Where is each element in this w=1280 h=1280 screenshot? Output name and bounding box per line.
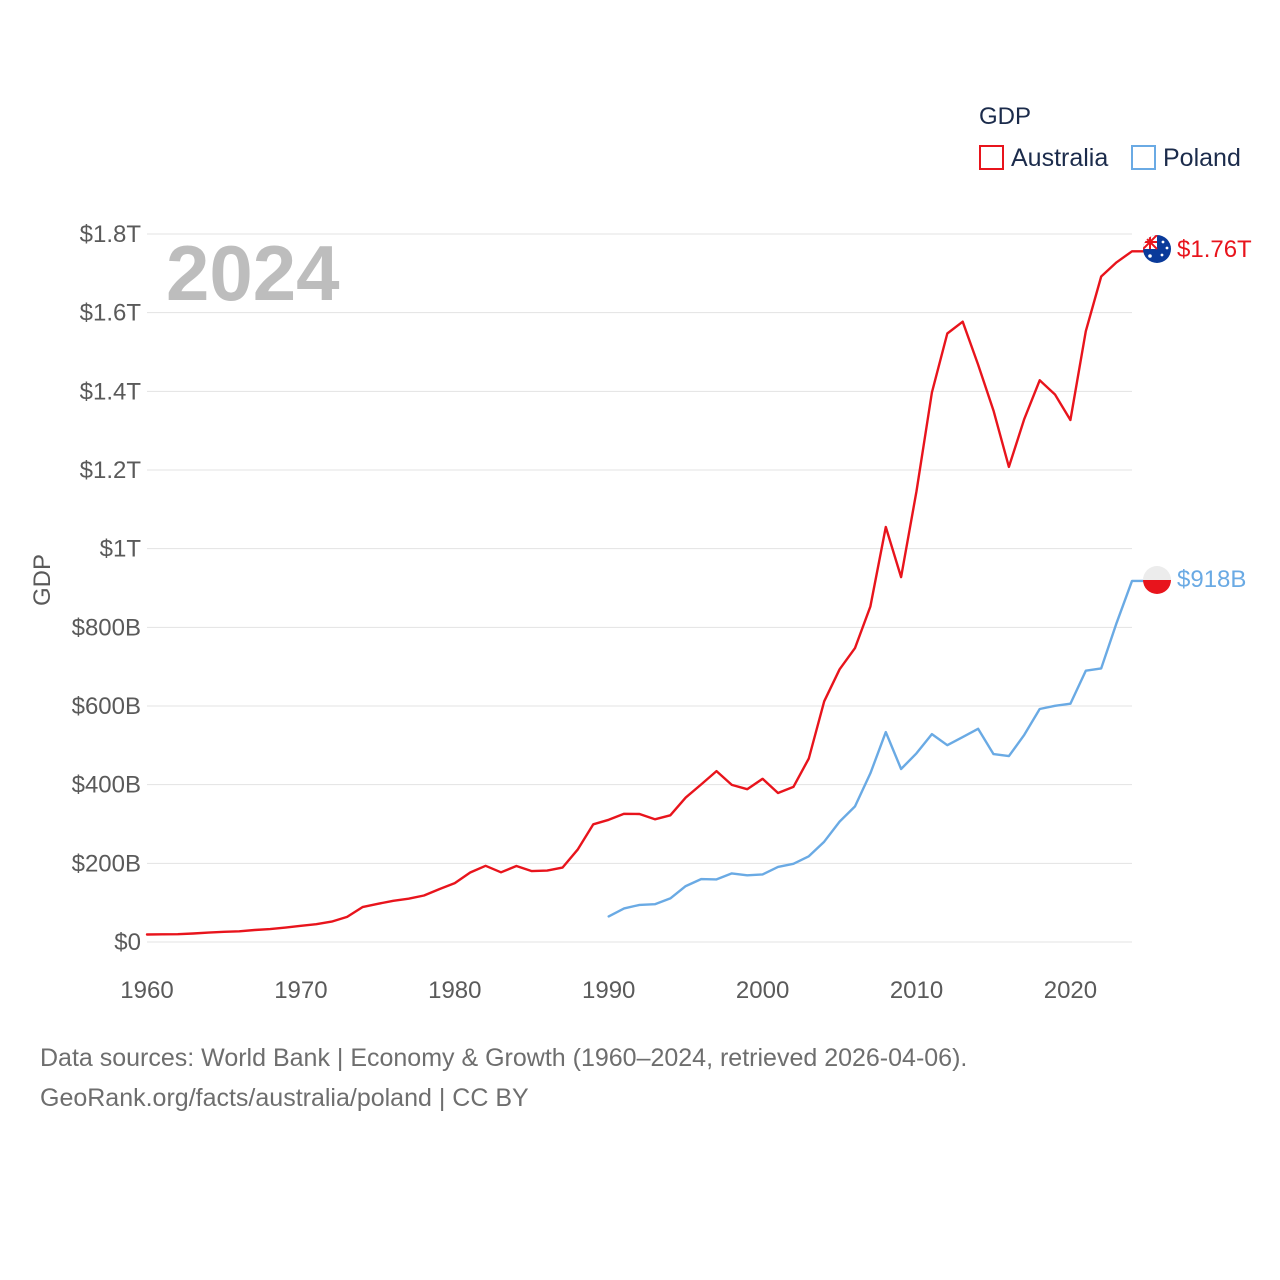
legend-swatch-poland bbox=[1131, 145, 1156, 170]
y-tick-label: $1.2T bbox=[80, 457, 142, 484]
legend: GDP Australia Poland bbox=[979, 103, 1241, 172]
y-tick-label: $1.6T bbox=[80, 300, 142, 327]
y-tick-label: $1.8T bbox=[80, 221, 142, 248]
x-tick-label: 1960 bbox=[120, 977, 173, 1004]
gridlines bbox=[147, 233, 1132, 943]
australia-end-label: $1.76T bbox=[1177, 236, 1252, 263]
y-tick-label: $200B bbox=[72, 850, 141, 877]
y-axis-title: GDP bbox=[29, 554, 56, 606]
y-axis-ticks: $0 $200B $400B $600B $800B $1T $1.2T $1.4T $1.6T… bbox=[72, 221, 142, 956]
x-tick-label: 2010 bbox=[890, 977, 943, 1004]
y-tick-label: $600B bbox=[72, 693, 141, 720]
legend-title: GDP bbox=[979, 103, 1031, 130]
series-lines bbox=[145, 250, 1145, 936]
year-label: 2024 bbox=[166, 229, 340, 317]
x-tick-label: 1990 bbox=[582, 977, 635, 1004]
x-tick-label: 2020 bbox=[1044, 977, 1097, 1004]
x-tick-label: 2000 bbox=[736, 977, 789, 1004]
y-tick-label: $1.4T bbox=[80, 378, 142, 405]
series-line-australia[interactable] bbox=[145, 250, 1145, 936]
series-line-poland[interactable] bbox=[607, 579, 1145, 918]
y-tick-label: $1T bbox=[100, 536, 142, 563]
poland-flag-icon bbox=[1143, 566, 1171, 594]
legend-entry-poland[interactable]: Poland bbox=[1131, 144, 1241, 172]
x-tick-label: 1980 bbox=[428, 977, 481, 1004]
y-tick-label: $800B bbox=[72, 614, 141, 641]
gdp-line-chart: $0 $200B $400B $600B $800B $1T $1.2T $1.4T $1.6T… bbox=[29, 103, 1252, 1004]
data-sources-note: Data sources: World Bank | Economy & Gro… bbox=[40, 1044, 968, 1072]
legend-swatch-australia bbox=[979, 145, 1004, 170]
x-tick-label: 1970 bbox=[274, 977, 327, 1004]
australia-flag-icon bbox=[1143, 235, 1171, 263]
y-tick-label: $0 bbox=[114, 929, 141, 956]
poland-end-label: $918B bbox=[1177, 566, 1246, 593]
legend-entry-australia[interactable]: Australia bbox=[979, 144, 1108, 172]
legend-label-poland: Poland bbox=[1163, 144, 1241, 172]
credit-link[interactable]: GeoRank.org/facts/australia/poland | CC … bbox=[40, 1084, 529, 1112]
y-tick-label: $400B bbox=[72, 772, 141, 799]
legend-label-australia: Australia bbox=[1011, 144, 1108, 172]
x-axis-ticks: 1960 1970 1980 1990 2000 2010 2020 bbox=[120, 977, 1097, 1004]
